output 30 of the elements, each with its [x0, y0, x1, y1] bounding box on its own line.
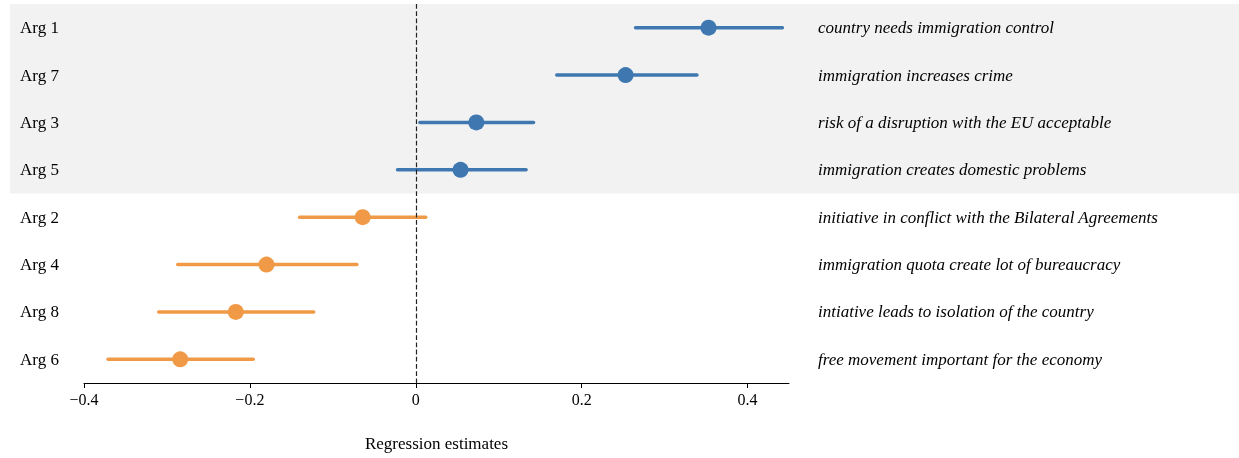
point — [617, 67, 634, 84]
x-tick-label: 0 — [411, 390, 420, 408]
text: immigration quota create lot of bureaucracy — [818, 255, 1121, 275]
text: country needs immigration control — [818, 18, 1055, 38]
x-axis-title: Regression estimates — [364, 434, 509, 453]
text: intiative leads to isolation of the country — [818, 302, 1095, 322]
y-tick-label: Arg 7 — [20, 65, 60, 85]
y-tick-label: Arg 3 — [20, 112, 59, 132]
point — [227, 303, 244, 320]
point — [700, 19, 717, 36]
text: immigration increases crime — [818, 65, 1014, 85]
y-tick-label: Arg 1 — [20, 18, 59, 38]
y-tick-label: Arg 5 — [20, 160, 59, 180]
point — [452, 161, 469, 178]
text: risk of a disruption with the EU acceptable — [818, 112, 1112, 132]
y-tick-label: Arg 6 — [20, 349, 59, 369]
x-tick-label: 0.2 — [571, 390, 592, 408]
text: initiative in conflict with the Bilateral Agreements — [818, 207, 1159, 227]
x-tick-label: 0.4 — [737, 390, 758, 408]
x-tick-label: −0.4 — [69, 390, 99, 408]
text: immigration creates domestic problems — [818, 160, 1087, 180]
text: free movement important for the economy — [818, 349, 1103, 369]
point — [258, 256, 275, 273]
y-tick-label: Arg 4 — [20, 255, 60, 275]
y-tick-label: Arg 8 — [20, 302, 59, 322]
x-tick-label: −0.2 — [235, 390, 265, 408]
y-tick-label: Arg 2 — [20, 207, 59, 227]
point — [468, 114, 485, 131]
point — [354, 209, 371, 226]
point — [172, 351, 189, 368]
